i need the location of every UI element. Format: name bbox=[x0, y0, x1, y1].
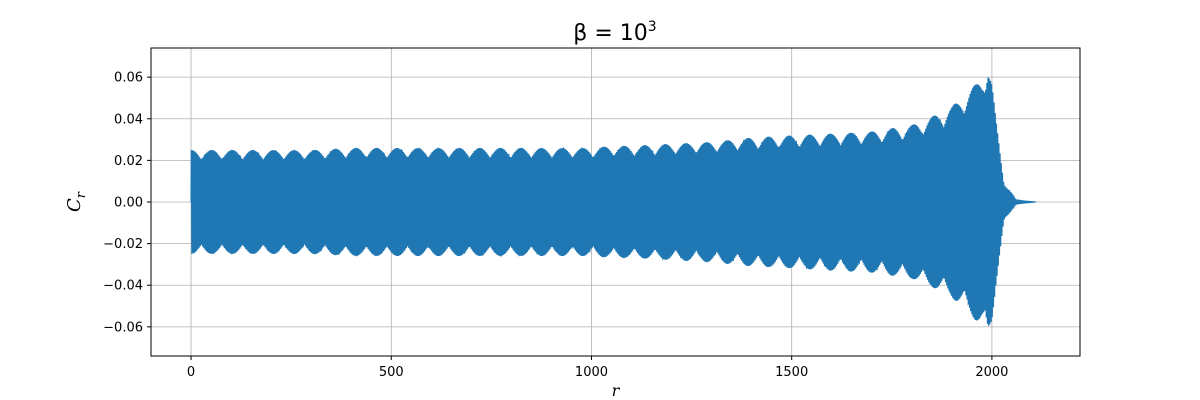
y-tick-label-4: 0.02 bbox=[114, 154, 143, 169]
x-tick-label-2: 1000 bbox=[575, 365, 608, 380]
x-tick-label-3: 1500 bbox=[775, 365, 808, 380]
title-base: β = 10 bbox=[573, 21, 647, 46]
x-tick-label-4: 2000 bbox=[975, 365, 1008, 380]
y-label-base: C bbox=[64, 198, 85, 212]
series-line bbox=[190, 77, 1037, 326]
y-tick-label-3: 0.00 bbox=[114, 196, 143, 211]
x-tick-label-1: 500 bbox=[379, 365, 404, 380]
x-tick-label-0: 0 bbox=[187, 365, 195, 380]
y-label-sub: r bbox=[74, 191, 89, 198]
title-exponent: 3 bbox=[648, 19, 657, 35]
x-axis-label: r bbox=[612, 381, 621, 400]
x-axis: 0 500 1000 1500 2000 bbox=[187, 356, 1008, 380]
series-signal bbox=[190, 77, 1037, 326]
y-axis: −0.06 −0.04 −0.02 0.00 0.02 0.04 0.06 bbox=[103, 71, 151, 335]
y-axis-label: Cr bbox=[64, 191, 89, 212]
y-tick-label-0: −0.06 bbox=[103, 320, 143, 335]
y-tick-label-5: 0.04 bbox=[114, 112, 143, 127]
y-tick-label-6: 0.06 bbox=[114, 71, 143, 86]
chart-title: β = 103 bbox=[573, 19, 656, 46]
y-tick-label-2: −0.02 bbox=[103, 237, 143, 252]
y-tick-label-1: −0.04 bbox=[103, 279, 143, 294]
